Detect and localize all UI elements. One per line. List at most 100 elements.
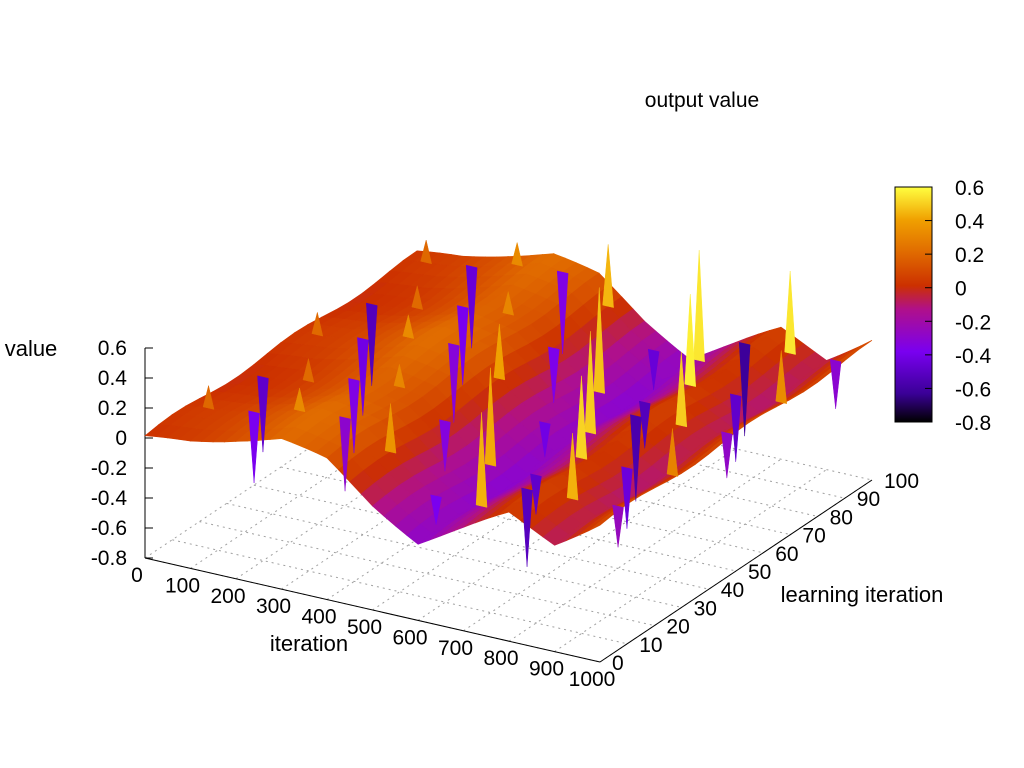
colorbar-tick-label: 0.2 (955, 244, 984, 267)
x-tick-label: 100 (165, 574, 200, 597)
x-tick-label: 500 (347, 616, 382, 639)
surface (144, 250, 873, 546)
spike-up (666, 428, 679, 477)
x-tick-label: 400 (301, 606, 336, 629)
surface-patch (846, 340, 873, 356)
spike-down (730, 393, 742, 462)
y-tick-label: 70 (802, 525, 825, 548)
y-axis-line (599, 479, 873, 663)
y-tick-label: 50 (748, 561, 771, 584)
y-tick-label: 40 (721, 579, 744, 602)
x-tick-label: 700 (438, 637, 473, 660)
spike-down (439, 419, 451, 472)
colorbar-tick-label: 0.4 (955, 211, 985, 234)
x-axis-ticks: 0 100 200 300 400 500 600 700 800 900 1000 (131, 564, 615, 691)
colorbar-tick-label: 0 (955, 278, 967, 301)
spike-up (602, 244, 614, 308)
z-tick-label: -0.8 (91, 547, 127, 570)
grid-line-x (372, 427, 645, 611)
x-tick-label: 300 (256, 595, 291, 618)
spike-up (502, 291, 515, 316)
x-tick-label: 800 (483, 647, 518, 670)
y-tick-label: 0 (612, 652, 624, 675)
spike-up (775, 350, 787, 404)
spike-down (630, 414, 642, 502)
z-tick-label: 0.4 (98, 367, 128, 390)
spike-down (521, 487, 533, 567)
spike-down (621, 466, 633, 529)
y-tick-label: 80 (830, 506, 853, 529)
spike-down (556, 270, 569, 355)
spike-up (202, 385, 215, 410)
colorbar-tick-label: 0.6 (955, 177, 984, 200)
x-axis-line (144, 557, 601, 663)
spike-down (257, 375, 269, 453)
spike-down (639, 400, 651, 449)
spike-down (530, 473, 542, 515)
colorbar-tick-label: -0.8 (955, 412, 991, 435)
spike-up (420, 239, 432, 265)
z-tick-label: -0.6 (91, 517, 127, 540)
y-tick-label: 20 (666, 616, 689, 639)
spike-down (465, 264, 478, 349)
spike-down (348, 378, 360, 454)
spike-up (784, 270, 796, 355)
colorbar-tick-label: -0.6 (955, 378, 991, 401)
spike-down (548, 346, 560, 404)
spike-up (511, 242, 523, 267)
axes (144, 348, 873, 663)
y-tick-label: 60 (775, 543, 798, 566)
y-tick-label: 10 (639, 634, 662, 657)
spike-down (539, 421, 551, 458)
x-tick-label: 900 (529, 658, 564, 681)
spike-up (693, 250, 705, 363)
x-tick-label: 600 (392, 626, 427, 649)
grid-line-x (508, 458, 782, 642)
spike-up (484, 367, 497, 467)
y-axis-label: learning iteration (781, 582, 944, 607)
spike-up (566, 433, 579, 501)
spikes (202, 239, 842, 567)
spike-down (457, 305, 469, 386)
spike-down (738, 342, 751, 437)
surface-patch (835, 345, 861, 361)
z-tick-label: 0 (115, 427, 127, 450)
z-tick-label: -0.2 (91, 457, 127, 480)
spike-up (684, 293, 696, 387)
x-axis-label: iteration (270, 631, 348, 656)
z-tick-label: 0.2 (98, 397, 127, 420)
spike-down (448, 342, 460, 423)
spike-up (575, 375, 588, 460)
z-axis-ticks: 0.6 0.4 0.2 0 -0.2 -0.4 -0.6 -0.8 (91, 337, 153, 570)
colorbar-tick-label: -0.2 (955, 311, 991, 334)
spike-down (248, 410, 260, 484)
colorbar-gradient (894, 186, 933, 423)
spike-up (384, 403, 397, 454)
spike-up (493, 323, 506, 381)
x-tick-label: 1000 (569, 668, 616, 691)
spike-up (593, 287, 605, 394)
spike-up (584, 331, 597, 435)
spike-down (357, 337, 369, 416)
chart-title: output value (645, 89, 759, 112)
colorbar: 0.6 0.4 0.2 0 -0.2 -0.4 -0.6 -0.8 (894, 177, 992, 435)
spike-down (366, 302, 378, 386)
spike-down (339, 416, 351, 492)
spike-down (430, 494, 442, 525)
spike-up (411, 285, 424, 310)
y-tick-label: 90 (857, 488, 880, 511)
spike-up (393, 364, 406, 389)
z-tick-label: 0.6 (98, 337, 127, 360)
spike-down (721, 431, 733, 479)
z-tick-label: -0.4 (91, 487, 128, 510)
colorbar-ticks: 0.6 0.4 0.2 0 -0.2 -0.4 -0.6 -0.8 (925, 177, 992, 435)
spike-down (647, 348, 660, 390)
spike-up (311, 312, 324, 337)
y-tick-label: 100 (884, 470, 919, 493)
z-axis-label: value (5, 336, 58, 361)
grid-line-x (190, 385, 463, 569)
spike-up (402, 314, 415, 339)
grid-line-x (463, 448, 736, 632)
